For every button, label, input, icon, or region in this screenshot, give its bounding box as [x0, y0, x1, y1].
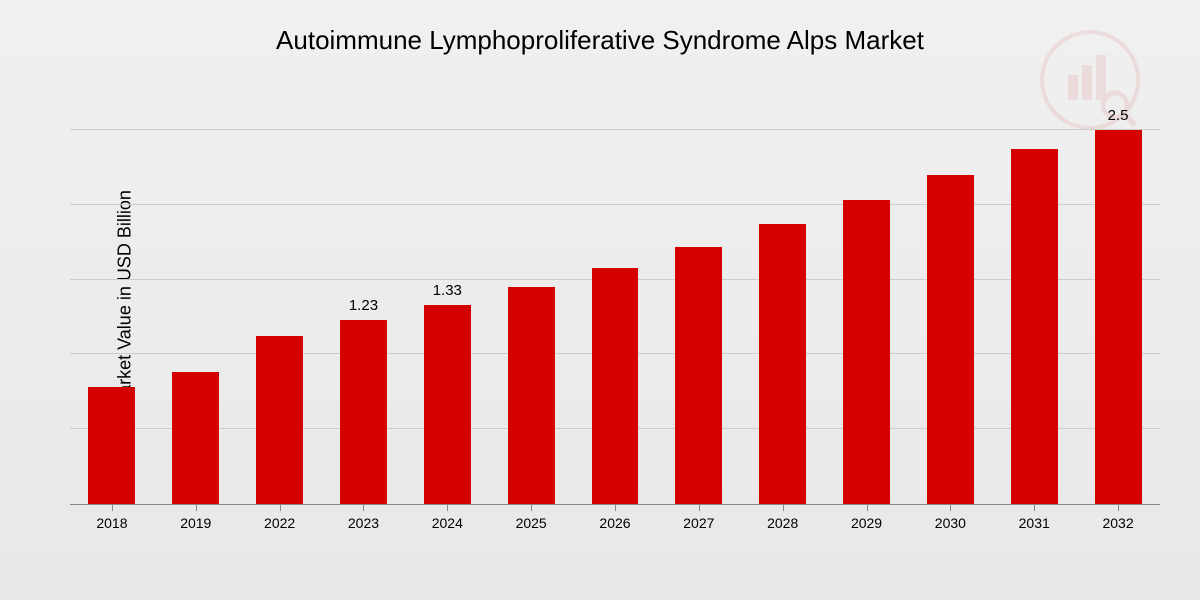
- x-tick-label: 2018: [96, 515, 127, 531]
- x-tick: 2018: [70, 505, 154, 540]
- x-tick: 2026: [573, 505, 657, 540]
- x-tick: 2030: [908, 505, 992, 540]
- bar-group: [992, 85, 1076, 504]
- bar: [172, 372, 219, 504]
- x-tick-label: 2025: [516, 515, 547, 531]
- x-tick: 2025: [489, 505, 573, 540]
- bar: [340, 320, 387, 504]
- bar-group: [489, 85, 573, 504]
- x-tick: 2023: [322, 505, 406, 540]
- bar-group: [70, 85, 154, 504]
- bar: [843, 200, 890, 504]
- bar-group: 1.23: [322, 85, 406, 504]
- x-tick-label: 2023: [348, 515, 379, 531]
- bar: [424, 305, 471, 504]
- chart-container: 1.23 1.33 2.5 2018 2019 2022 2023 2024 2025 2026…: [70, 85, 1160, 540]
- bar-group: 2.5: [1076, 85, 1160, 504]
- x-tick-label: 2028: [767, 515, 798, 531]
- x-tick: 2024: [405, 505, 489, 540]
- x-tick-label: 2019: [180, 515, 211, 531]
- bar-group: [908, 85, 992, 504]
- x-tick-label: 2026: [599, 515, 630, 531]
- x-tick: 2029: [825, 505, 909, 540]
- x-tick: 2022: [238, 505, 322, 540]
- bar-group: [741, 85, 825, 504]
- x-tick-label: 2029: [851, 515, 882, 531]
- bar: [256, 336, 303, 504]
- x-tick: 2027: [657, 505, 741, 540]
- bar: [1095, 130, 1142, 504]
- bar-value-label: 1.33: [433, 282, 462, 299]
- bar-value-label: 1.23: [349, 297, 378, 314]
- x-tick-label: 2032: [1102, 515, 1133, 531]
- x-tick: 2031: [992, 505, 1076, 540]
- x-axis: 2018 2019 2022 2023 2024 2025 2026 2027 2028 2029…: [70, 505, 1160, 540]
- bar-group: [573, 85, 657, 504]
- x-tick-label: 2024: [432, 515, 463, 531]
- x-tick-label: 2027: [683, 515, 714, 531]
- chart-title: Autoimmune Lymphoproliferative Syndrome …: [0, 0, 1200, 66]
- bar-group: [825, 85, 909, 504]
- bar: [927, 175, 974, 504]
- bar-group: [657, 85, 741, 504]
- bar: [592, 268, 639, 504]
- x-tick-label: 2030: [935, 515, 966, 531]
- bar-group: [238, 85, 322, 504]
- bar: [759, 224, 806, 504]
- x-tick-label: 2031: [1019, 515, 1050, 531]
- bars-container: 1.23 1.33 2.5: [70, 85, 1160, 504]
- x-tick: 2028: [741, 505, 825, 540]
- bar: [675, 247, 722, 504]
- x-tick: 2032: [1076, 505, 1160, 540]
- bar-group: [154, 85, 238, 504]
- bar: [88, 387, 135, 504]
- x-tick-label: 2022: [264, 515, 295, 531]
- bar: [1011, 149, 1058, 504]
- bar-value-label: 2.5: [1108, 107, 1129, 124]
- x-tick: 2019: [154, 505, 238, 540]
- plot-area: 1.23 1.33 2.5: [70, 85, 1160, 505]
- bar-group: 1.33: [405, 85, 489, 504]
- bar: [508, 287, 555, 504]
